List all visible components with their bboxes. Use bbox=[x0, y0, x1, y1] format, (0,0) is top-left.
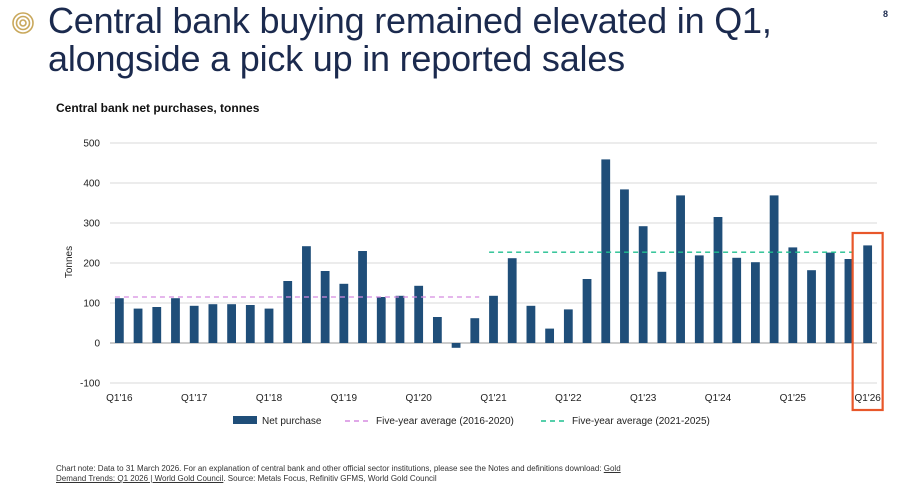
x-tick-label: Q1'20 bbox=[405, 393, 432, 404]
y-axis-ticks: -100 0 100 200 300 400 500 bbox=[80, 139, 100, 390]
page-number: 8 bbox=[883, 9, 889, 19]
bar bbox=[563, 309, 573, 343]
x-tick-label: Q1'16 bbox=[106, 393, 133, 404]
headline-line-2: alongside a pick up in reported sales bbox=[48, 38, 625, 79]
bar bbox=[825, 252, 835, 343]
bars bbox=[114, 159, 873, 348]
chart-title: Central bank net purchases, tonnes bbox=[56, 101, 260, 115]
legend-net-purchase-label: Net purchase bbox=[262, 416, 322, 427]
bar bbox=[171, 298, 180, 343]
x-tick-label: Q1'26 bbox=[854, 393, 881, 404]
note-link-gold-demand-trends[interactable]: Demand Trends: Q1 2026 | World Gold Coun… bbox=[56, 474, 224, 483]
bar bbox=[545, 328, 555, 343]
bar bbox=[788, 247, 798, 343]
bar bbox=[414, 285, 424, 343]
concentric-rings-logo-icon bbox=[12, 12, 34, 34]
bar bbox=[339, 283, 349, 343]
bar bbox=[432, 317, 442, 343]
y-tick-label: 0 bbox=[94, 339, 100, 350]
x-tick-label: Q1'25 bbox=[780, 393, 807, 404]
note-link-gold[interactable]: Gold bbox=[603, 464, 621, 473]
x-tick-label: Q1'24 bbox=[705, 393, 732, 404]
headline-line-1: Central bank buying remained elevated in… bbox=[48, 0, 772, 41]
legend: Net purchase Five-year average (2016-202… bbox=[233, 416, 710, 427]
x-tick-label: Q1'18 bbox=[256, 393, 283, 404]
x-tick-label: Q1'23 bbox=[630, 393, 657, 404]
bar bbox=[863, 245, 873, 343]
bar bbox=[395, 295, 405, 343]
bar bbox=[732, 257, 742, 343]
bar bbox=[507, 258, 517, 343]
y-tick-label: 200 bbox=[83, 259, 100, 270]
y-tick-label: 500 bbox=[83, 139, 100, 150]
legend-avg-2016-2020-label: Five-year average (2016-2020) bbox=[376, 416, 514, 427]
x-tick-label: Q1'17 bbox=[181, 393, 208, 404]
bar bbox=[620, 189, 629, 343]
highlight-box bbox=[851, 231, 884, 412]
chart-note: Chart note: Data to 31 March 2026. For a… bbox=[56, 464, 836, 484]
x-tick-label: Q1'22 bbox=[555, 393, 582, 404]
x-tick-label: Q1'19 bbox=[331, 393, 358, 404]
bar bbox=[133, 308, 143, 343]
bar bbox=[751, 262, 760, 343]
bar bbox=[638, 226, 648, 343]
bar bbox=[713, 217, 723, 343]
bar bbox=[470, 318, 480, 343]
bar bbox=[189, 305, 199, 343]
bar bbox=[208, 304, 218, 343]
bar bbox=[844, 259, 854, 343]
x-tick-label: Q1'21 bbox=[480, 393, 507, 404]
bar bbox=[807, 270, 816, 343]
bar bbox=[152, 307, 162, 343]
bar bbox=[245, 305, 255, 343]
y-tick-label: 100 bbox=[83, 299, 100, 310]
bar bbox=[657, 271, 667, 343]
bar bbox=[489, 295, 498, 343]
note-text: Chart note: Data to 31 March 2026. For a… bbox=[56, 464, 604, 473]
bar bbox=[283, 281, 293, 343]
y-tick-label: 300 bbox=[83, 219, 100, 230]
y-tick-label: 400 bbox=[83, 179, 100, 190]
bar bbox=[376, 297, 386, 343]
page-headline: Central bank buying remained elevated in… bbox=[48, 2, 848, 78]
note-source: . Source: Metals Focus, Refinitiv GFMS, … bbox=[223, 474, 437, 483]
y-axis-label: Tonnes bbox=[64, 246, 75, 278]
y-tick-label: -100 bbox=[80, 379, 100, 390]
bar bbox=[526, 305, 536, 343]
x-axis-ticks: Q1'16 Q1'17 Q1'18 Q1'19 Q1'20 Q1'21 Q1'22 Q1'23… bbox=[106, 393, 881, 404]
bar bbox=[320, 271, 330, 343]
bar bbox=[601, 159, 611, 343]
bar bbox=[694, 255, 704, 343]
highlight-rect bbox=[851, 231, 884, 412]
bar bbox=[302, 246, 311, 343]
bar bbox=[582, 279, 592, 343]
gridlines bbox=[110, 142, 877, 384]
legend-avg-2021-2025-label: Five-year average (2021-2025) bbox=[572, 416, 710, 427]
bar bbox=[114, 298, 124, 343]
average-lines bbox=[114, 251, 854, 298]
bar bbox=[676, 195, 685, 343]
bar bbox=[264, 308, 274, 343]
bar bbox=[451, 343, 461, 348]
legend-net-purchase-swatch bbox=[233, 416, 257, 424]
bar bbox=[769, 195, 779, 343]
bar bbox=[227, 304, 236, 343]
